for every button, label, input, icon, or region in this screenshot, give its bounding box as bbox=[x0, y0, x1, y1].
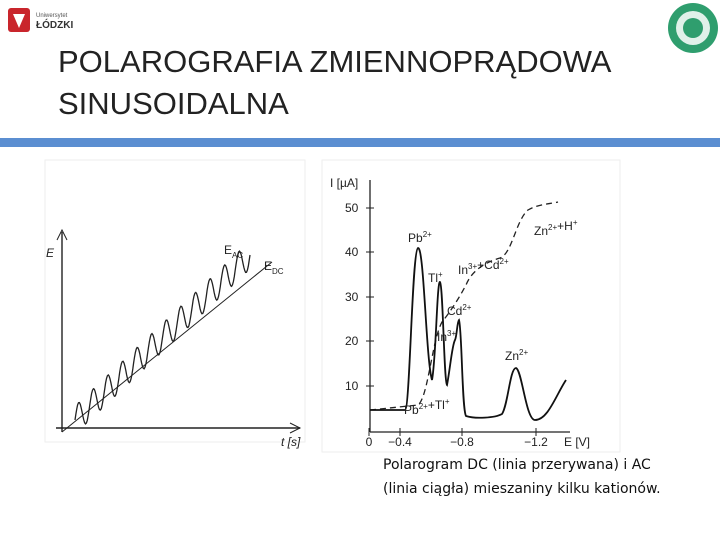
figure-frame bbox=[321, 159, 621, 453]
logo-text: ŁÓDZKI bbox=[36, 18, 73, 31]
logo-right bbox=[668, 3, 718, 53]
curve-label-sub: AC bbox=[232, 251, 243, 260]
peak-label: Zn2+ bbox=[505, 348, 528, 363]
peak-label-sup: + bbox=[438, 270, 443, 279]
peak-label-sup: 3+ bbox=[468, 262, 477, 271]
peak-label-text: Pb bbox=[404, 403, 419, 417]
y-tick-label: 30 bbox=[345, 290, 359, 304]
peak-label-sup: + bbox=[573, 218, 578, 227]
peak-label-text: +Cd bbox=[477, 258, 499, 272]
peak-label: Zn2++H+ bbox=[534, 218, 578, 238]
peak-label-sup: 2+ bbox=[423, 230, 432, 239]
peak-label-text: Zn bbox=[534, 224, 548, 238]
x-tick-label: 0 bbox=[366, 435, 373, 449]
peak-label: Pb2++Tl+ bbox=[404, 397, 450, 417]
peak-label: Pb2+ bbox=[408, 230, 432, 245]
caption: (linia ciągła) mieszaniny kilku kationów… bbox=[383, 481, 661, 497]
peak-label: In3++Cd2+ bbox=[458, 257, 509, 277]
axis-label: E bbox=[46, 246, 55, 260]
peak-label-text: +Tl bbox=[428, 398, 445, 412]
peak-label-text: In bbox=[458, 263, 468, 277]
peak-label-text: Pb bbox=[408, 231, 423, 245]
peak-label-text: Cd bbox=[447, 304, 462, 318]
dc-curve bbox=[369, 201, 559, 411]
y-tick-label: 10 bbox=[345, 379, 359, 393]
figure-frame bbox=[44, 159, 306, 443]
y-tick-label: 50 bbox=[345, 201, 359, 215]
peak-label-text: Zn bbox=[505, 349, 519, 363]
curve-label-text: E bbox=[224, 243, 232, 257]
y-tick-label: 20 bbox=[345, 334, 359, 348]
logo-text: Uniwersytet bbox=[36, 13, 68, 19]
peak-label-sup: 2+ bbox=[462, 303, 471, 312]
axis-label: I [µA] bbox=[330, 176, 358, 190]
peak-label: Tl+ bbox=[428, 270, 443, 285]
curve-label-text: E bbox=[264, 259, 272, 273]
title: SINUSOIDALNA bbox=[58, 86, 289, 121]
logo-left: Uniwersytet ŁÓDZKI bbox=[8, 8, 73, 32]
figure-right bbox=[321, 159, 621, 453]
peak-label-sup: 2+ bbox=[419, 402, 428, 411]
curve-label-sub: DC bbox=[272, 267, 284, 276]
peak-label-sup: 2+ bbox=[519, 348, 528, 357]
title: POLAROGRAFIA ZMIENNOPRĄDOWA bbox=[58, 44, 612, 79]
peak-label: Cd2+ bbox=[447, 303, 472, 318]
peak-label-text: Tl bbox=[428, 271, 438, 285]
x-tick-label: −0.8 bbox=[450, 435, 474, 449]
figure-left bbox=[44, 159, 306, 443]
curve-label: EDC bbox=[264, 259, 284, 276]
peak-label-sup: + bbox=[445, 397, 450, 406]
x-tick-label: −1.2 bbox=[524, 435, 548, 449]
peak-label-text: +H bbox=[557, 219, 573, 233]
caption: Polarogram DC (linia przerywana) i AC bbox=[383, 457, 651, 473]
x-tick-label: −0.4 bbox=[388, 435, 412, 449]
curve-label: EAC bbox=[224, 243, 243, 260]
ac-curve bbox=[370, 247, 567, 421]
peak-label: In3+ bbox=[437, 329, 456, 344]
peak-label-sup: 2+ bbox=[548, 223, 557, 232]
axis-label: t [s] bbox=[281, 435, 301, 449]
peak-label-sup: 3+ bbox=[447, 329, 456, 338]
axis-label: E [V] bbox=[564, 435, 590, 449]
title-bar bbox=[0, 138, 720, 147]
peak-label-sup: 2+ bbox=[500, 257, 509, 266]
y-tick-label: 40 bbox=[345, 245, 359, 259]
peak-label-text: In bbox=[437, 330, 447, 344]
